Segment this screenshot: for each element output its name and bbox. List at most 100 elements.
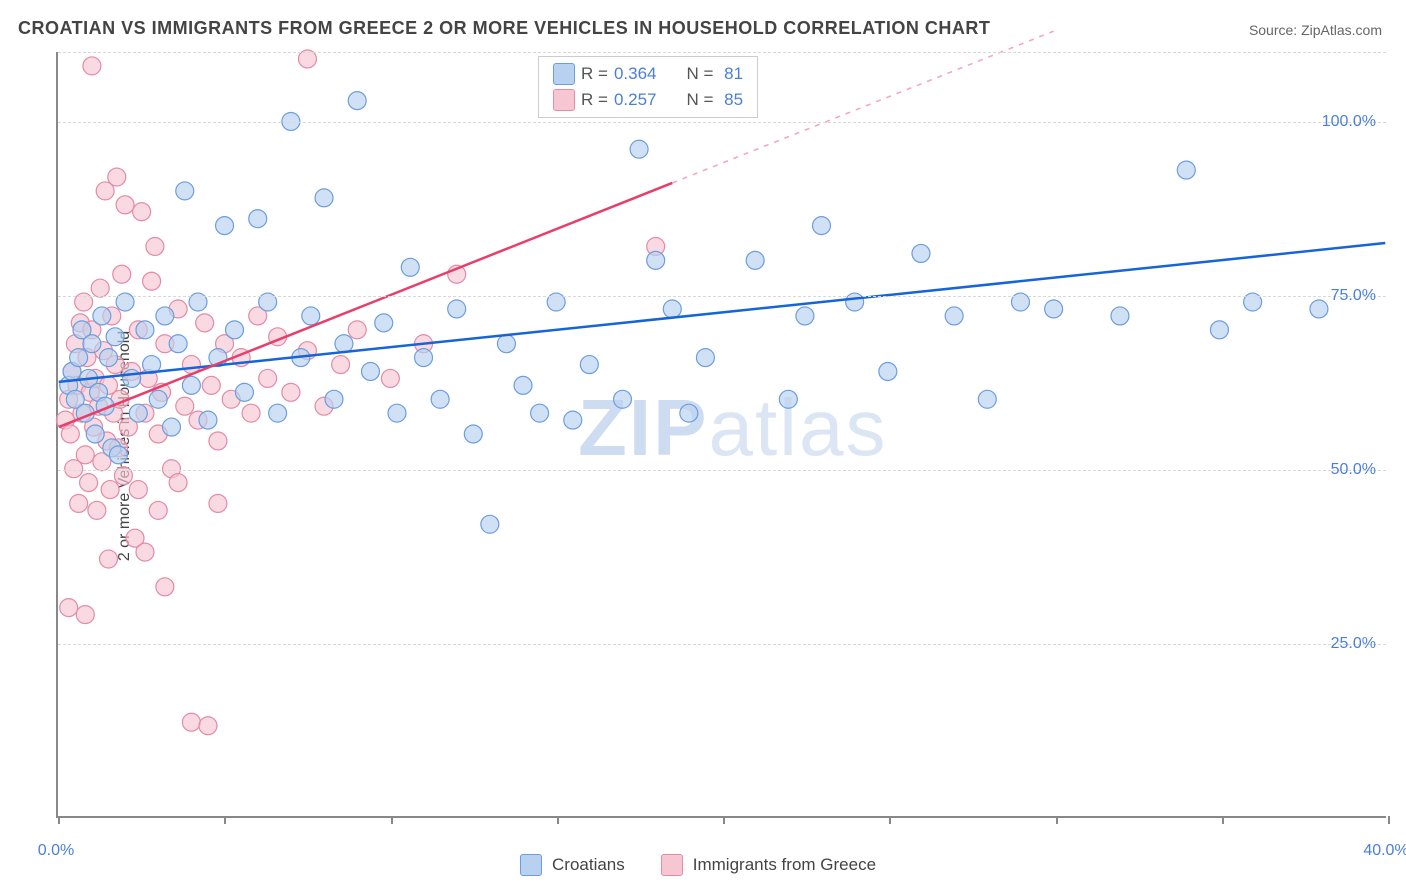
data-point xyxy=(216,217,234,235)
data-point xyxy=(531,404,549,422)
data-point xyxy=(116,196,134,214)
data-point xyxy=(481,515,499,533)
legend-swatch xyxy=(520,854,542,876)
scatter-svg xyxy=(58,52,1386,816)
data-point xyxy=(113,265,131,283)
x-tick-label: 40.0% xyxy=(1363,842,1406,860)
data-point xyxy=(182,713,200,731)
data-point xyxy=(93,307,111,325)
x-tick xyxy=(557,816,559,824)
data-point xyxy=(1045,300,1063,318)
gridline xyxy=(58,122,1386,123)
legend-n-label: N = xyxy=(686,64,713,84)
x-tick xyxy=(723,816,725,824)
data-point xyxy=(156,578,174,596)
data-point xyxy=(86,425,104,443)
data-point xyxy=(143,272,161,290)
legend-row: R =0.257N = 85 xyxy=(539,87,757,113)
legend-swatch xyxy=(553,89,575,111)
data-point xyxy=(101,481,119,499)
data-point xyxy=(388,404,406,422)
data-point xyxy=(978,390,996,408)
data-point xyxy=(381,369,399,387)
data-point xyxy=(325,390,343,408)
chart-title: CROATIAN VS IMMIGRANTS FROM GREECE 2 OR … xyxy=(18,18,990,39)
data-point xyxy=(136,321,154,339)
data-point xyxy=(315,189,333,207)
data-point xyxy=(680,404,698,422)
data-point xyxy=(348,321,366,339)
gridline xyxy=(58,470,1386,471)
data-point xyxy=(779,390,797,408)
data-point xyxy=(235,383,253,401)
x-tick xyxy=(1056,816,1058,824)
legend-n-label: N = xyxy=(686,90,713,110)
data-point xyxy=(564,411,582,429)
data-point xyxy=(912,244,930,262)
gridline xyxy=(58,644,1386,645)
data-point xyxy=(182,376,200,394)
data-point xyxy=(1111,307,1129,325)
data-point xyxy=(199,717,217,735)
data-point xyxy=(70,349,88,367)
data-point xyxy=(100,349,118,367)
data-point xyxy=(514,376,532,394)
source-attribution: Source: ZipAtlas.com xyxy=(1249,22,1382,38)
data-point xyxy=(361,363,379,381)
legend-n-value: 81 xyxy=(719,64,743,84)
data-point xyxy=(129,404,147,422)
data-point xyxy=(630,140,648,158)
data-point xyxy=(1310,300,1328,318)
data-point xyxy=(259,369,277,387)
data-point xyxy=(61,425,79,443)
data-point xyxy=(1210,321,1228,339)
data-point xyxy=(83,335,101,353)
data-point xyxy=(123,369,141,387)
data-point xyxy=(76,606,94,624)
data-point xyxy=(302,307,320,325)
data-point xyxy=(163,418,181,436)
data-point xyxy=(70,494,88,512)
data-point xyxy=(879,363,897,381)
data-point xyxy=(647,251,665,269)
data-point xyxy=(129,481,147,499)
data-point xyxy=(88,501,106,519)
data-point xyxy=(196,314,214,332)
data-point xyxy=(448,300,466,318)
legend-swatch xyxy=(553,63,575,85)
x-tick xyxy=(391,816,393,824)
correlation-legend: R =0.364N = 81R =0.257N = 85 xyxy=(538,56,758,118)
y-tick-label: 25.0% xyxy=(1331,635,1376,653)
data-point xyxy=(169,474,187,492)
data-point xyxy=(415,349,433,367)
legend-swatch xyxy=(661,854,683,876)
data-point xyxy=(199,411,217,429)
data-point xyxy=(209,432,227,450)
data-point xyxy=(202,376,220,394)
data-point xyxy=(209,494,227,512)
data-point xyxy=(796,307,814,325)
data-point xyxy=(401,258,419,276)
gridline xyxy=(58,296,1386,297)
data-point xyxy=(156,307,174,325)
data-point xyxy=(614,390,632,408)
data-point xyxy=(176,182,194,200)
data-point xyxy=(136,543,154,561)
data-point xyxy=(696,349,714,367)
data-point xyxy=(149,390,167,408)
data-point xyxy=(332,356,350,374)
data-point xyxy=(176,397,194,415)
series-legend: CroatiansImmigrants from Greece xyxy=(520,854,902,876)
data-point xyxy=(580,356,598,374)
data-point xyxy=(60,599,78,617)
legend-series-label: Immigrants from Greece xyxy=(693,855,876,875)
legend-r-label: R = xyxy=(581,64,608,84)
x-tick xyxy=(224,816,226,824)
data-point xyxy=(746,251,764,269)
data-point xyxy=(133,203,151,221)
data-point xyxy=(945,307,963,325)
data-point xyxy=(80,474,98,492)
y-tick-label: 100.0% xyxy=(1322,113,1376,131)
data-point xyxy=(106,328,124,346)
data-point xyxy=(109,446,127,464)
